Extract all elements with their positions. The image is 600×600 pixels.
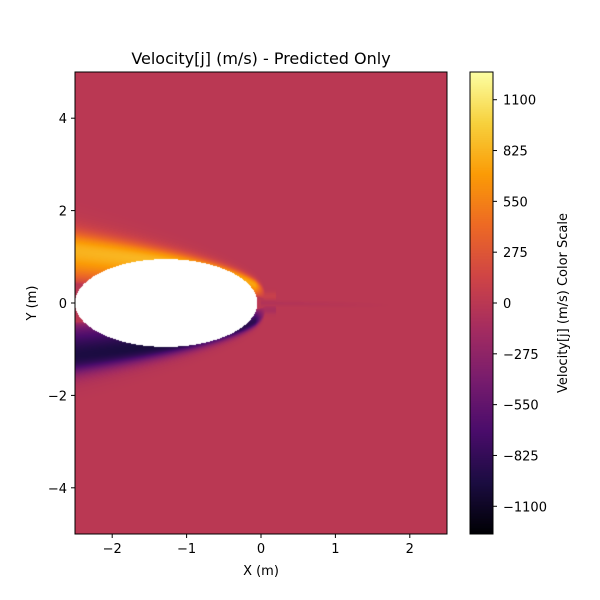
x-tick-label: −1 (177, 542, 196, 557)
y-tick-label: 2 (59, 205, 67, 220)
x-axis-label: X (m) (243, 564, 279, 579)
colorbar: 1100 825 550 275 0 −275 −550 −825 −1100 Velocity… (469, 71, 571, 535)
colorbar-tick-label: 1100 (503, 94, 536, 109)
x-axis: −2 −1 0 1 2 (103, 534, 414, 557)
colorbar-tick-label: 825 (503, 145, 528, 160)
y-tick-label: 0 (59, 297, 67, 312)
colorbar-tick-label: −825 (503, 449, 539, 464)
colorbar-gradient (470, 72, 493, 534)
colorbar-tick-label: −550 (503, 399, 539, 414)
colorbar-tick-label: 550 (503, 195, 528, 210)
x-tick-label: 2 (406, 542, 414, 557)
colorbar-tick-label: −1100 (503, 500, 547, 515)
colorbar-label: Velocity[j] (m/s) Color Scale (556, 213, 571, 393)
colorbar-tick-label: 275 (503, 246, 528, 261)
y-tick-label: 4 (59, 112, 67, 127)
plot-area (75, 72, 447, 534)
velocity-field-heatmap (75, 72, 447, 534)
x-tick-label: −2 (103, 542, 122, 557)
colorbar-tick-label: 0 (503, 297, 511, 312)
y-tick-label: −2 (48, 389, 67, 404)
y-axis: −4 −2 0 2 4 (48, 112, 75, 497)
x-tick-label: 0 (257, 542, 265, 557)
y-tick-label: −4 (48, 482, 67, 497)
y-axis-label: Y (m) (25, 286, 40, 322)
x-tick-label: 1 (331, 542, 339, 557)
colorbar-tick-label: −275 (503, 348, 539, 363)
colorbar-ticks: 1100 825 550 275 0 −275 −550 −825 −1100 (493, 94, 547, 515)
chart-title: Velocity[j] (m/s) - Predicted Only (131, 49, 390, 68)
